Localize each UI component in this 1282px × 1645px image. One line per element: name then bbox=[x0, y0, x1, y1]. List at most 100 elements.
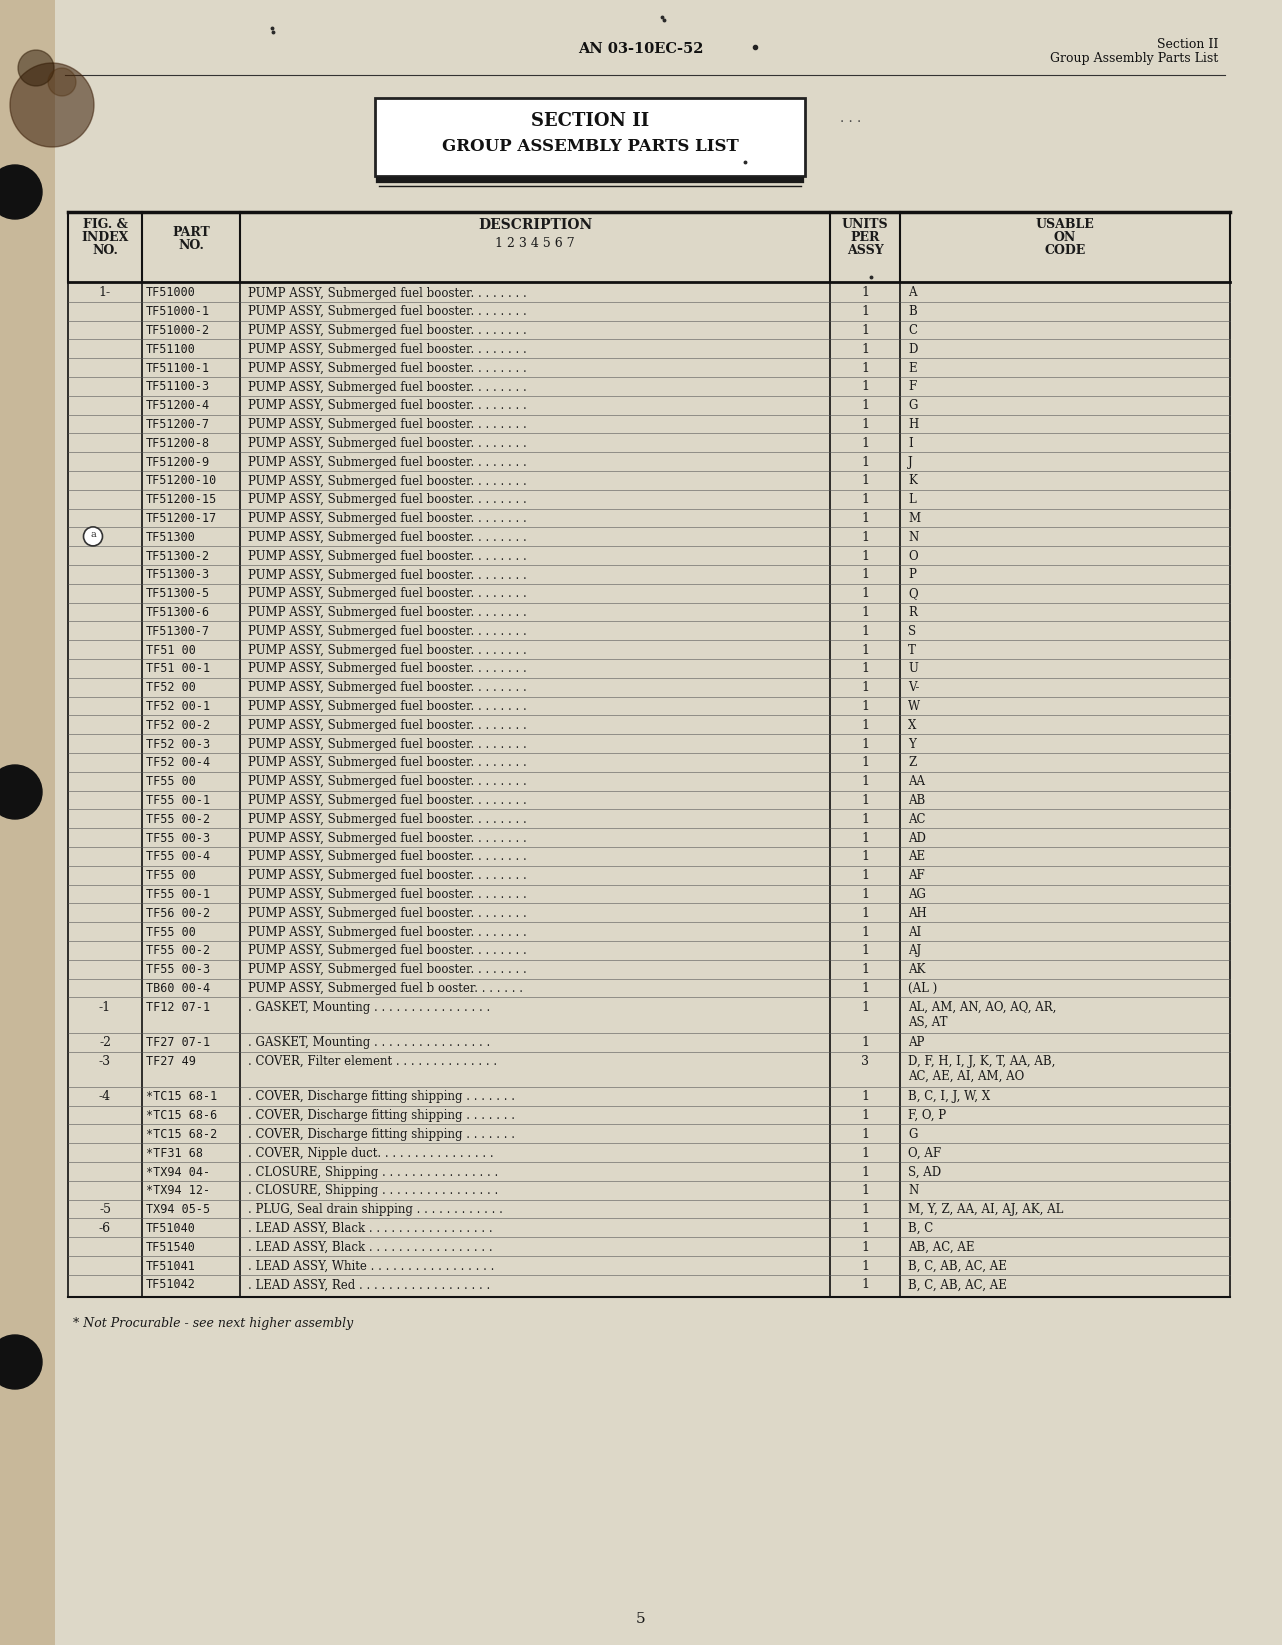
Text: PUMP ASSY, Submerged fuel booster. . . . . . . .: PUMP ASSY, Submerged fuel booster. . . .… bbox=[247, 681, 527, 694]
Text: 1: 1 bbox=[862, 1147, 869, 1160]
Text: TF52 00-2: TF52 00-2 bbox=[146, 719, 210, 732]
Text: AD: AD bbox=[908, 832, 926, 844]
Text: TF55 00-1: TF55 00-1 bbox=[146, 795, 210, 808]
Text: PUMP ASSY, Submerged fuel booster. . . . . . . .: PUMP ASSY, Submerged fuel booster. . . .… bbox=[247, 926, 527, 939]
Text: N: N bbox=[908, 1184, 918, 1198]
Text: . GASKET, Mounting . . . . . . . . . . . . . . . .: . GASKET, Mounting . . . . . . . . . . .… bbox=[247, 1036, 490, 1050]
Text: . COVER, Discharge fitting shipping . . . . . . .: . COVER, Discharge fitting shipping . . … bbox=[247, 1091, 515, 1104]
Text: 1: 1 bbox=[862, 737, 869, 750]
Text: 1: 1 bbox=[862, 605, 869, 619]
Text: TF55 00: TF55 00 bbox=[146, 869, 196, 882]
Text: TF51300-7: TF51300-7 bbox=[146, 625, 210, 638]
Circle shape bbox=[0, 1336, 42, 1388]
Text: . COVER, Nipple duct. . . . . . . . . . . . . . . .: . COVER, Nipple duct. . . . . . . . . . … bbox=[247, 1147, 494, 1160]
FancyBboxPatch shape bbox=[376, 99, 805, 176]
Text: 1: 1 bbox=[862, 1278, 869, 1291]
Text: 1: 1 bbox=[862, 869, 869, 882]
Text: 1: 1 bbox=[862, 1240, 869, 1253]
Text: 1: 1 bbox=[862, 1260, 869, 1273]
Text: PUMP ASSY, Submerged fuel booster. . . . . . . .: PUMP ASSY, Submerged fuel booster. . . .… bbox=[247, 625, 527, 638]
Text: TF55 00-3: TF55 00-3 bbox=[146, 964, 210, 975]
Text: 1: 1 bbox=[862, 587, 869, 600]
Text: *TC15 68-6: *TC15 68-6 bbox=[146, 1109, 217, 1122]
Text: 1: 1 bbox=[862, 494, 869, 507]
Text: . GASKET, Mounting . . . . . . . . . . . . . . . .: . GASKET, Mounting . . . . . . . . . . .… bbox=[247, 1000, 490, 1013]
Text: 1: 1 bbox=[862, 1091, 869, 1104]
Text: TF51041: TF51041 bbox=[146, 1260, 196, 1273]
Text: 1: 1 bbox=[862, 888, 869, 901]
Text: P: P bbox=[908, 569, 915, 581]
Text: TF55 00: TF55 00 bbox=[146, 775, 196, 788]
Text: 1: 1 bbox=[862, 813, 869, 826]
Text: 1: 1 bbox=[862, 512, 869, 525]
Text: ASSY: ASSY bbox=[846, 243, 883, 257]
Text: 1: 1 bbox=[862, 701, 869, 712]
Text: AI: AI bbox=[908, 926, 922, 939]
Text: TF51200-9: TF51200-9 bbox=[146, 456, 210, 469]
Circle shape bbox=[18, 49, 54, 86]
Text: J: J bbox=[908, 456, 913, 469]
Text: D: D bbox=[908, 342, 918, 355]
Text: PUMP ASSY, Submerged fuel booster. . . . . . . .: PUMP ASSY, Submerged fuel booster. . . .… bbox=[247, 906, 527, 920]
Text: Q: Q bbox=[908, 587, 918, 600]
Text: PUMP ASSY, Submerged fuel booster. . . . . . . .: PUMP ASSY, Submerged fuel booster. . . .… bbox=[247, 663, 527, 676]
Text: O, AF: O, AF bbox=[908, 1147, 941, 1160]
Text: a: a bbox=[90, 530, 96, 540]
Text: E: E bbox=[908, 362, 917, 375]
Text: PUMP ASSY, Submerged fuel booster. . . . . . . .: PUMP ASSY, Submerged fuel booster. . . .… bbox=[247, 888, 527, 901]
Text: Section II: Section II bbox=[1156, 38, 1218, 51]
Text: 1: 1 bbox=[862, 306, 869, 317]
Text: ON: ON bbox=[1054, 230, 1076, 243]
Text: 1: 1 bbox=[862, 964, 869, 975]
Text: PER: PER bbox=[850, 230, 879, 243]
Text: PUMP ASSY, Submerged fuel booster. . . . . . . .: PUMP ASSY, Submerged fuel booster. . . .… bbox=[247, 813, 527, 826]
Text: TF51200-8: TF51200-8 bbox=[146, 438, 210, 449]
Text: AE: AE bbox=[908, 850, 926, 864]
Text: TF55 00: TF55 00 bbox=[146, 926, 196, 939]
Text: PUMP ASSY, Submerged fuel booster. . . . . . . .: PUMP ASSY, Submerged fuel booster. . . .… bbox=[247, 362, 527, 375]
Text: L: L bbox=[908, 494, 915, 507]
Text: S, AD: S, AD bbox=[908, 1166, 941, 1178]
Text: AP: AP bbox=[908, 1036, 924, 1050]
Text: TF52 00-4: TF52 00-4 bbox=[146, 757, 210, 770]
Text: 1: 1 bbox=[862, 795, 869, 808]
Text: G: G bbox=[908, 1128, 918, 1142]
Text: -3: -3 bbox=[99, 1054, 112, 1068]
Text: DESCRIPTION: DESCRIPTION bbox=[478, 219, 592, 232]
Text: CODE: CODE bbox=[1045, 243, 1086, 257]
Text: PUMP ASSY, Submerged fuel booster. . . . . . . .: PUMP ASSY, Submerged fuel booster. . . .… bbox=[247, 944, 527, 957]
Text: TF51200-4: TF51200-4 bbox=[146, 400, 210, 413]
Text: SECTION II: SECTION II bbox=[531, 112, 649, 130]
Text: TF56 00-2: TF56 00-2 bbox=[146, 906, 210, 920]
Text: PUMP ASSY, Submerged fuel booster. . . . . . . .: PUMP ASSY, Submerged fuel booster. . . .… bbox=[247, 832, 527, 844]
Text: GROUP ASSEMBLY PARTS LIST: GROUP ASSEMBLY PARTS LIST bbox=[441, 138, 738, 155]
Text: 1: 1 bbox=[862, 906, 869, 920]
Text: AK: AK bbox=[908, 964, 926, 975]
Text: M, Y, Z, AA, AI, AJ, AK, AL: M, Y, Z, AA, AI, AJ, AK, AL bbox=[908, 1202, 1063, 1216]
Text: K: K bbox=[908, 474, 917, 487]
Text: 1: 1 bbox=[862, 719, 869, 732]
Text: F: F bbox=[908, 380, 917, 393]
Text: AA: AA bbox=[908, 775, 926, 788]
Text: AB: AB bbox=[908, 795, 926, 808]
Text: TF51100-1: TF51100-1 bbox=[146, 362, 210, 375]
Text: PUMP ASSY, Submerged fuel booster. . . . . . . .: PUMP ASSY, Submerged fuel booster. . . .… bbox=[247, 869, 527, 882]
Text: PUMP ASSY, Submerged fuel booster. . . . . . . .: PUMP ASSY, Submerged fuel booster. . . .… bbox=[247, 512, 527, 525]
Text: PUMP ASSY, Submerged fuel booster. . . . . . . .: PUMP ASSY, Submerged fuel booster. . . .… bbox=[247, 605, 527, 619]
Text: B, C: B, C bbox=[908, 1222, 933, 1235]
Text: AN 03-10EC-52: AN 03-10EC-52 bbox=[578, 43, 704, 56]
Circle shape bbox=[0, 765, 42, 819]
Text: PUMP ASSY, Submerged fuel booster. . . . . . . .: PUMP ASSY, Submerged fuel booster. . . .… bbox=[247, 643, 527, 656]
Text: 3: 3 bbox=[862, 1054, 869, 1068]
Text: TF52 00: TF52 00 bbox=[146, 681, 196, 694]
Text: 1: 1 bbox=[862, 1222, 869, 1235]
Text: PUMP ASSY, Submerged fuel booster. . . . . . . .: PUMP ASSY, Submerged fuel booster. . . .… bbox=[247, 549, 527, 563]
Text: TF55 00-3: TF55 00-3 bbox=[146, 832, 210, 844]
Text: TF51300-5: TF51300-5 bbox=[146, 587, 210, 600]
Text: 1: 1 bbox=[862, 681, 869, 694]
Text: 1: 1 bbox=[862, 1184, 869, 1198]
Text: *TC15 68-2: *TC15 68-2 bbox=[146, 1128, 217, 1142]
Text: PUMP ASSY, Submerged fuel booster. . . . . . . .: PUMP ASSY, Submerged fuel booster. . . .… bbox=[247, 438, 527, 449]
Text: PUMP ASSY, Submerged fuel booster. . . . . . . .: PUMP ASSY, Submerged fuel booster. . . .… bbox=[247, 850, 527, 864]
Text: 1: 1 bbox=[862, 832, 869, 844]
